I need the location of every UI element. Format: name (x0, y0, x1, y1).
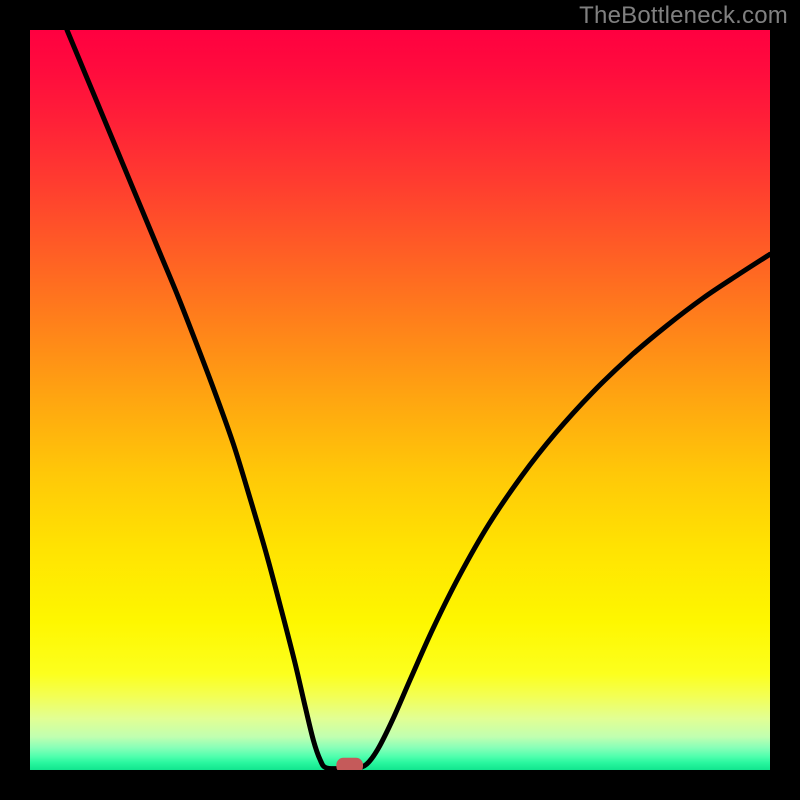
gradient-background (30, 30, 770, 770)
watermark-text: TheBottleneck.com (579, 2, 788, 30)
chart-plot-area (30, 30, 770, 770)
chart-svg (30, 30, 770, 770)
minimum-marker (336, 758, 363, 770)
